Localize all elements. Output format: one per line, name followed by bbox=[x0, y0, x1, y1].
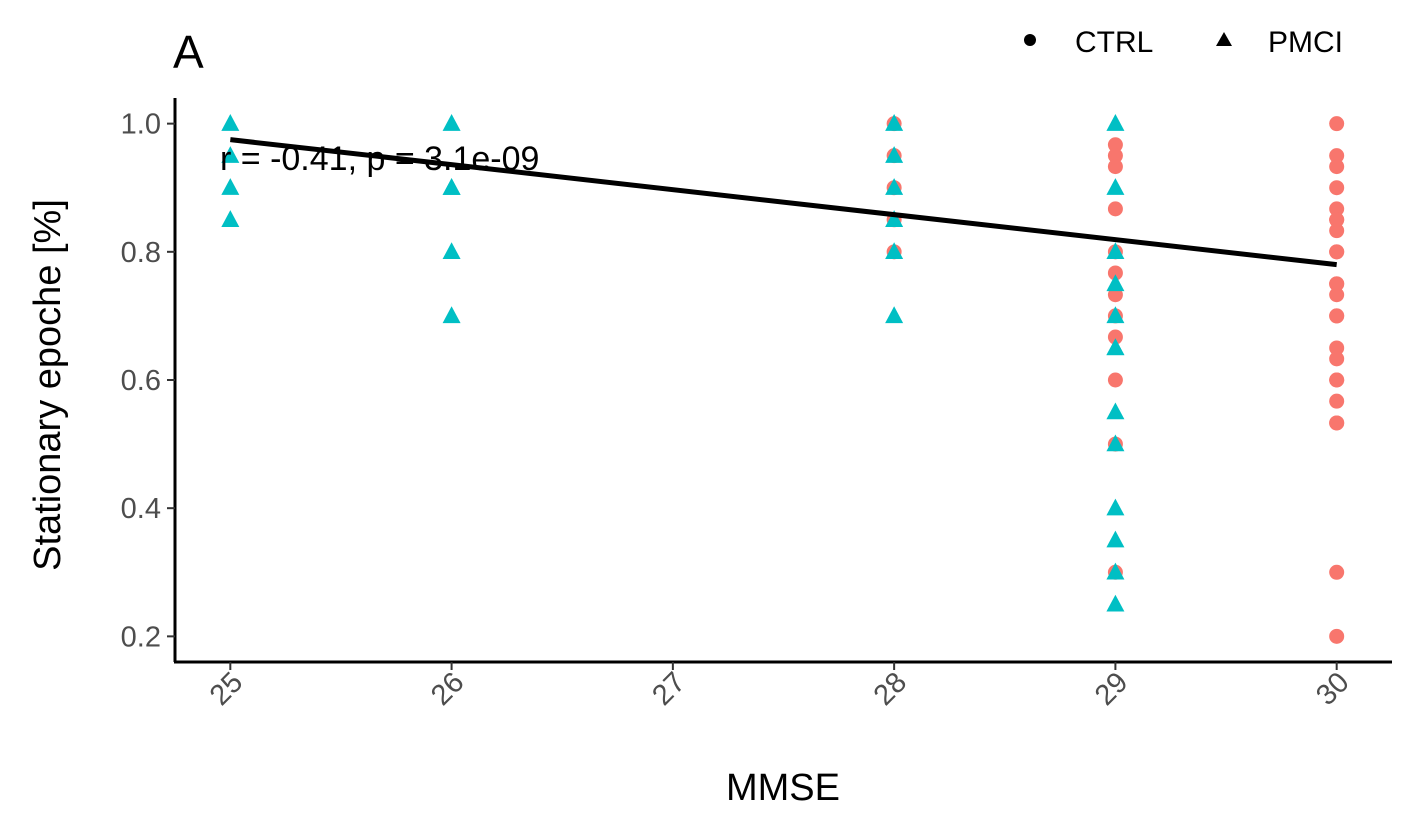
y-axis-title: Stationary epoche [%] bbox=[27, 199, 69, 571]
pmci-point bbox=[1106, 178, 1125, 195]
ctrl-point bbox=[1329, 116, 1345, 132]
ctrl-point bbox=[1329, 415, 1345, 431]
ctrl-point bbox=[1329, 351, 1345, 367]
ctrl-point bbox=[1329, 212, 1345, 228]
pmci-point bbox=[1106, 114, 1125, 131]
pmci-point bbox=[1106, 530, 1125, 548]
ctrl-point bbox=[1329, 308, 1345, 324]
ctrl-point bbox=[1329, 201, 1345, 217]
pmci-point bbox=[1106, 562, 1125, 580]
pmci-point bbox=[885, 242, 904, 260]
legend: CTRL PMCI bbox=[1024, 26, 1343, 59]
data-points bbox=[221, 114, 1345, 644]
ctrl-point bbox=[1107, 159, 1123, 175]
pmci-point bbox=[885, 306, 904, 324]
ctrl-point bbox=[1329, 276, 1345, 292]
pmci-point bbox=[442, 114, 461, 131]
ctrl-point bbox=[1329, 148, 1345, 164]
pmci-point bbox=[1106, 594, 1125, 612]
ctrl-point bbox=[1329, 287, 1345, 303]
pmci-point bbox=[442, 242, 461, 260]
ctrl-point bbox=[1329, 180, 1345, 196]
pmci-point bbox=[221, 114, 240, 131]
pmci-point bbox=[442, 178, 461, 195]
pmci-point bbox=[221, 178, 240, 195]
pmci-point bbox=[1106, 274, 1125, 292]
pmci-point bbox=[221, 210, 240, 227]
ctrl-point bbox=[1329, 159, 1345, 175]
ctrl-point bbox=[1329, 244, 1345, 260]
x-tick-label: 27 bbox=[646, 666, 691, 711]
ctrl-point bbox=[1329, 628, 1345, 644]
y-tick-label: 1.0 bbox=[121, 109, 161, 141]
pmci-point bbox=[885, 178, 904, 195]
legend-ctrl-key bbox=[1024, 34, 1036, 46]
x-tick-label: 25 bbox=[204, 666, 249, 711]
ctrl-point bbox=[1107, 265, 1123, 281]
pmci-point bbox=[1106, 498, 1125, 516]
pmci-point bbox=[885, 146, 904, 163]
fit-line-group bbox=[230, 137, 1337, 268]
x-tick-label: 28 bbox=[868, 666, 913, 711]
ctrl-point bbox=[1107, 329, 1123, 345]
pmci-point bbox=[1106, 338, 1125, 356]
ctrl-point bbox=[1329, 393, 1345, 409]
x-tick-label: 29 bbox=[1089, 666, 1134, 711]
y-tick-label: 0.2 bbox=[121, 621, 161, 653]
ctrl-point bbox=[1107, 201, 1123, 217]
x-axis-title: MMSE bbox=[726, 767, 840, 809]
pmci-point bbox=[1106, 402, 1125, 420]
y-tick-label: 0.8 bbox=[121, 237, 161, 269]
panel-label: A bbox=[173, 26, 204, 78]
annotation-text: r = -0.41, p = 3.1e-09 bbox=[220, 140, 539, 178]
legend-ctrl-label: CTRL bbox=[1075, 26, 1153, 59]
ctrl-point bbox=[1107, 372, 1123, 388]
ctrl-point bbox=[1107, 148, 1123, 164]
y-axis-ticks: 0.2 0.4 0.6 0.8 1.0 bbox=[121, 109, 175, 653]
legend-pmci-key bbox=[1216, 32, 1232, 46]
legend-pmci-label: PMCI bbox=[1268, 26, 1343, 59]
pmci-point bbox=[1106, 434, 1125, 452]
pmci-point bbox=[885, 210, 904, 227]
ctrl-point bbox=[1329, 340, 1345, 356]
y-tick-label: 0.4 bbox=[121, 493, 161, 525]
x-axis-ticks: 25 26 27 28 29 30 bbox=[204, 662, 1356, 712]
ctrl-point bbox=[1329, 564, 1345, 580]
y-tick-label: 0.6 bbox=[121, 365, 161, 397]
fit-line bbox=[230, 137, 1337, 268]
pmci-point bbox=[1106, 242, 1125, 260]
ctrl-point bbox=[1329, 372, 1345, 388]
pmci-point bbox=[442, 306, 461, 324]
x-tick-label: 30 bbox=[1310, 666, 1355, 711]
ctrl-point bbox=[1329, 223, 1345, 239]
pmci-point bbox=[1106, 306, 1125, 324]
ctrl-point bbox=[1107, 137, 1123, 153]
pmci-point bbox=[221, 146, 240, 163]
x-tick-label: 26 bbox=[425, 666, 470, 711]
pmci-point bbox=[885, 114, 904, 131]
